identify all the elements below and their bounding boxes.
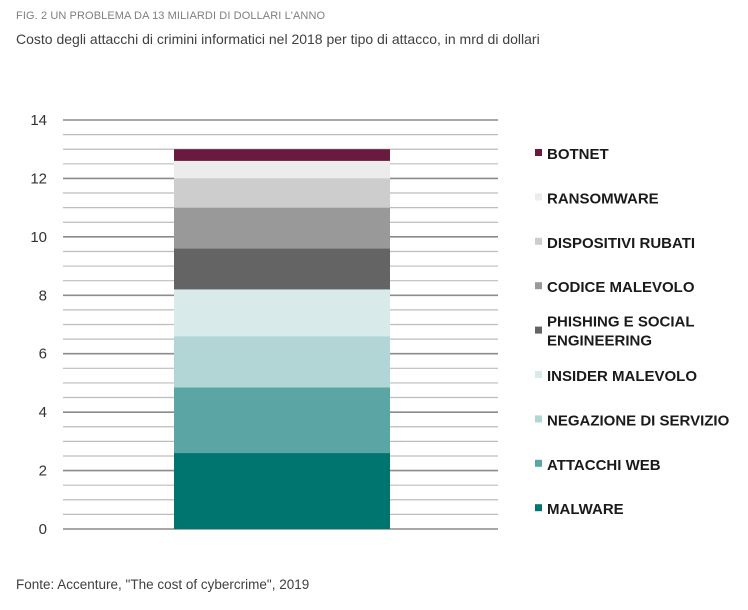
legend-label: PHISHING E SOCIAL ENGINEERING <box>547 314 695 350</box>
legend-label: DISPOSITIVI RUBATI <box>547 235 695 252</box>
chart-subtitle: Costo degli attacchi di crimini informat… <box>16 31 540 47</box>
figure-label: FIG. 2 UN PROBLEMA DA 13 MILIARDI DI DOL… <box>16 10 326 22</box>
legend-swatch <box>535 326 542 334</box>
legend-swatch <box>535 193 542 201</box>
bar-segment <box>174 387 390 454</box>
legend-label: CODICE MALEVOLO <box>547 279 695 296</box>
y-tick-label: 0 <box>39 521 47 538</box>
y-tick-label: 14 <box>30 112 47 129</box>
source-note: Fonte: Accenture, "The cost of cybercrim… <box>16 577 310 592</box>
bar-segment <box>174 149 390 161</box>
y-tick-label: 10 <box>30 229 47 246</box>
y-tick-label: 4 <box>39 404 47 421</box>
legend-swatch <box>535 371 542 378</box>
legend-swatch <box>535 282 542 290</box>
stacked-bar-chart: 0 2 4 6 8 10 12 14 BOTNET RANSOMWARE DISPOSITIVI … <box>30 112 730 538</box>
legend-label: BOTNET <box>547 146 609 163</box>
bar-segment <box>174 248 390 290</box>
y-tick-label: 8 <box>39 287 47 304</box>
y-tick-label: 6 <box>39 346 47 363</box>
bar-segment <box>174 178 390 208</box>
legend-swatch <box>535 415 542 423</box>
bar-segments <box>174 149 390 529</box>
legend-label: NEGAZIONE DI SERVIZIO <box>547 412 730 429</box>
legend-label: RANSOMWARE <box>547 190 659 207</box>
legend-label: INSIDER MALEVOLO <box>547 368 697 385</box>
bar-segment <box>174 336 390 388</box>
y-tick-label: 2 <box>39 463 47 480</box>
bar-segment <box>174 453 390 529</box>
y-tick-label: 12 <box>30 170 47 187</box>
y-axis-ticks: 0 2 4 6 8 10 12 14 <box>30 112 47 538</box>
legend-label: MALWARE <box>547 501 624 518</box>
legend-swatch <box>535 459 542 467</box>
legend-swatch <box>535 149 542 156</box>
bar-segment <box>174 289 390 337</box>
bar-segment <box>174 160 390 179</box>
legend-swatch <box>535 237 542 245</box>
legend: BOTNET RANSOMWARE DISPOSITIVI RUBATI CODICE… <box>535 146 730 518</box>
bar-segment <box>174 207 390 249</box>
legend-swatch <box>535 504 542 512</box>
legend-label: ATTACCHI WEB <box>547 457 661 474</box>
